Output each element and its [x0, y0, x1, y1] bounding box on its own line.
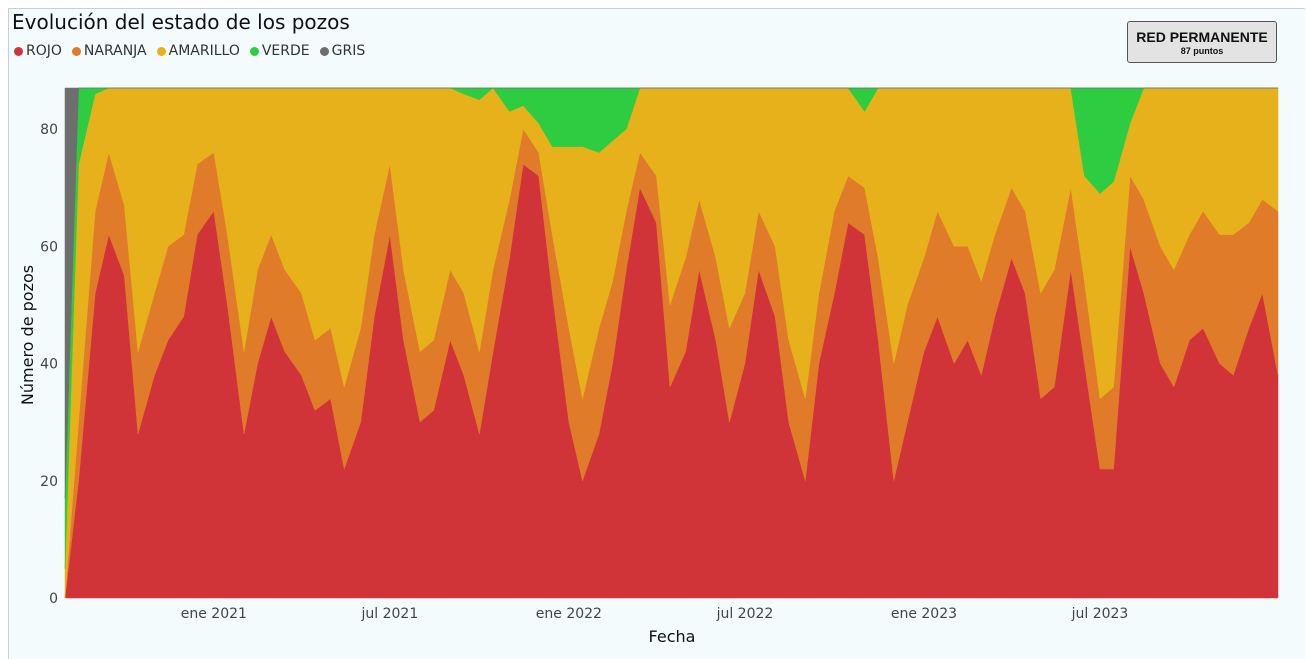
- y-tick-label: 20: [40, 474, 58, 490]
- legend-label-amarillo: AMARILLO: [168, 43, 240, 59]
- y-tick-label: 0: [49, 591, 58, 607]
- y-tick-label: 80: [40, 122, 58, 138]
- chart-areas: [64, 87, 1279, 599]
- x-tick-label: ene 2022: [536, 606, 602, 622]
- x-axis: ene 2021 jul 2021 ene 2022 jul 2022 ene 2023…: [181, 606, 1129, 622]
- legend-label-naranja: NARANJA: [83, 43, 147, 59]
- y-axis: 0 20 40 60 80: [40, 122, 58, 607]
- red-permanente-button[interactable]: RED PERMANENTE 87 puntos: [1127, 21, 1277, 63]
- y-tick-label: 60: [40, 239, 58, 255]
- legend: ROJO NARANJA AMARILLO VERDE GRIS: [14, 43, 365, 59]
- legend-label-gris: GRIS: [331, 43, 366, 59]
- x-tick-label: jul 2022: [716, 606, 774, 622]
- legend-item-amarillo[interactable]: AMARILLO: [156, 43, 240, 59]
- area-gris: [64, 87, 1278, 499]
- stacked-area-chart: 0 20 40 60 80 ene 2021 jul 2021 ene 2022 jul 20…: [18, 87, 1279, 645]
- legend-label-rojo: ROJO: [26, 43, 62, 59]
- x-tick-label: jul 2021: [361, 606, 419, 622]
- y-axis-title: Número de pozos: [18, 265, 37, 405]
- red-permanente-subtitle: 87 puntos: [1180, 46, 1224, 56]
- x-axis-title: Fecha: [649, 627, 696, 645]
- y-tick-label: 40: [40, 357, 58, 373]
- legend-item-gris[interactable]: GRIS: [319, 43, 366, 59]
- x-tick-label: ene 2021: [181, 606, 247, 622]
- chart-title: Evolución del estado de los pozos: [12, 10, 350, 34]
- legend-dot-gris: [319, 46, 329, 56]
- x-tick-label: ene 2023: [891, 606, 957, 622]
- legend-dot-verde: [249, 46, 259, 56]
- legend-dot-rojo: [14, 46, 23, 56]
- legend-dot-amarillo: [156, 46, 166, 56]
- red-permanente-title: RED PERMANENTE: [1136, 29, 1268, 45]
- legend-item-rojo[interactable]: ROJO: [14, 43, 62, 59]
- legend-dot-naranja: [71, 46, 81, 56]
- legend-item-verde[interactable]: VERDE: [249, 43, 310, 59]
- legend-item-naranja[interactable]: NARANJA: [71, 43, 147, 59]
- legend-label-verde: VERDE: [261, 43, 310, 59]
- x-tick-label: jul 2023: [1071, 606, 1129, 622]
